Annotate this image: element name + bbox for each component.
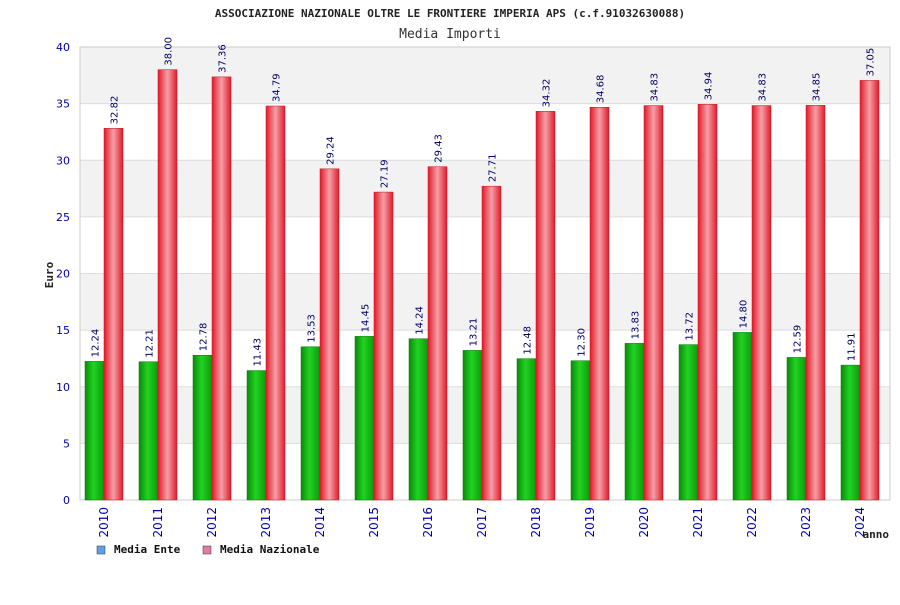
data-label-media-nazionale-2024: 37.05 xyxy=(866,48,877,77)
data-label-media-ente-2014: 13.53 xyxy=(307,314,318,343)
data-label-media-nazionale-2013: 34.79 xyxy=(272,73,283,102)
data-label-media-nazionale-2020: 34.83 xyxy=(650,73,661,102)
x-tick-label-2010: 2010 xyxy=(97,507,111,538)
y-tick-label: 5 xyxy=(63,437,70,450)
data-label-media-ente-2021: 13.72 xyxy=(685,312,696,341)
y-tick-label: 30 xyxy=(56,154,70,167)
y-tick-label: 20 xyxy=(56,268,70,281)
data-label-media-ente-2016: 14.24 xyxy=(415,306,426,335)
data-label-media-ente-2018: 12.48 xyxy=(523,326,534,355)
legend-swatch-media-ente xyxy=(96,545,106,555)
bar-media-ente-2022 xyxy=(732,332,753,501)
bar-media-nazionale-2015 xyxy=(373,191,394,501)
data-label-media-ente-2011: 12.21 xyxy=(145,329,156,358)
data-label-media-nazionale-2011: 38.00 xyxy=(164,37,175,66)
x-tick-label-2021: 2021 xyxy=(691,507,705,538)
data-label-media-nazionale-2022: 34.83 xyxy=(758,73,769,102)
x-tick-label-2022: 2022 xyxy=(745,507,759,538)
bar-media-nazionale-2019 xyxy=(589,106,610,501)
y-tick-label: 40 xyxy=(56,41,70,54)
data-label-media-nazionale-2021: 34.94 xyxy=(704,72,715,101)
bar-media-nazionale-2013 xyxy=(265,105,286,501)
bar-media-nazionale-2020 xyxy=(643,105,664,501)
bar-media-ente-2020 xyxy=(624,343,645,501)
bar-media-nazionale-2016 xyxy=(427,166,448,501)
bar-media-ente-2023 xyxy=(786,357,807,501)
x-tick-label-2015: 2015 xyxy=(367,507,381,538)
data-label-media-nazionale-2017: 27.71 xyxy=(488,154,499,183)
x-tick-label-2017: 2017 xyxy=(475,507,489,538)
bar-media-nazionale-2021 xyxy=(697,104,718,501)
y-tick-label: 25 xyxy=(56,211,70,224)
data-label-media-nazionale-2015: 27.19 xyxy=(380,159,391,188)
data-label-media-ente-2020: 13.83 xyxy=(631,311,642,340)
x-tick-label-2020: 2020 xyxy=(637,507,651,538)
y-tick-label: 0 xyxy=(63,494,70,507)
legend: Media Ente Media Nazionale xyxy=(96,543,320,556)
bar-media-ente-2012 xyxy=(192,355,213,501)
data-label-media-nazionale-2023: 34.85 xyxy=(812,73,823,102)
bar-media-nazionale-2014 xyxy=(319,168,340,501)
bar-media-ente-2016 xyxy=(408,338,429,501)
data-label-media-nazionale-2016: 29.43 xyxy=(434,134,445,163)
y-tick-label: 35 xyxy=(56,98,70,111)
legend-label-media-ente: Media Ente xyxy=(114,543,181,556)
bars-group xyxy=(84,69,880,501)
chart-title: ASSOCIAZIONE NAZIONALE OLTRE LE FRONTIER… xyxy=(215,7,685,20)
bar-media-ente-2021 xyxy=(678,344,699,501)
data-label-media-ente-2017: 13.21 xyxy=(469,318,480,347)
bar-media-ente-2018 xyxy=(516,358,537,501)
bar-media-nazionale-2017 xyxy=(481,185,502,501)
legend-swatch-media-nazionale xyxy=(202,545,212,555)
data-label-media-nazionale-2019: 34.68 xyxy=(596,75,607,104)
x-tick-label-2019: 2019 xyxy=(583,507,597,538)
x-tick-label-2024: 2024 xyxy=(853,507,867,538)
x-tick-label-2018: 2018 xyxy=(529,507,543,538)
bar-media-nazionale-2010 xyxy=(103,128,124,501)
bar-media-nazionale-2024 xyxy=(859,80,880,501)
bar-media-nazionale-2022 xyxy=(751,105,772,501)
data-label-media-nazionale-2012: 37.36 xyxy=(218,44,229,73)
bar-media-ente-2013 xyxy=(246,370,267,501)
data-label-media-ente-2023: 12.59 xyxy=(793,325,804,354)
bar-media-ente-2017 xyxy=(462,350,483,501)
x-axis-ticks: 2010 2011 2012 2013 2014 2015 2016 2017 2018 2019… xyxy=(97,507,867,538)
data-label-media-ente-2019: 12.30 xyxy=(577,328,588,357)
x-tick-label-2014: 2014 xyxy=(313,507,327,538)
bar-media-nazionale-2023 xyxy=(805,105,826,501)
bar-media-ente-2019 xyxy=(570,360,591,501)
data-label-media-ente-2012: 12.78 xyxy=(199,323,210,352)
bar-media-nazionale-2018 xyxy=(535,111,556,501)
x-tick-label-2011: 2011 xyxy=(151,507,165,538)
data-label-media-ente-2013: 11.43 xyxy=(253,338,264,367)
legend-label-media-nazionale: Media Nazionale xyxy=(220,543,320,556)
y-axis-label: Euro xyxy=(43,261,56,288)
data-label-media-ente-2010: 12.24 xyxy=(91,329,102,358)
bar-media-nazionale-2012 xyxy=(211,76,232,501)
y-tick-label: 15 xyxy=(56,324,70,337)
bar-media-ente-2010 xyxy=(84,361,105,501)
bar-media-ente-2014 xyxy=(300,346,321,501)
data-label-media-ente-2015: 14.45 xyxy=(361,304,372,333)
data-label-media-ente-2022: 14.80 xyxy=(739,300,750,329)
bar-media-ente-2011 xyxy=(138,361,159,501)
x-axis-label: anno xyxy=(863,528,890,541)
y-axis-ticks: 0 5 10 15 20 25 30 35 40 xyxy=(56,41,70,507)
chart-subtitle: Media Importi xyxy=(399,27,501,42)
data-label-media-nazionale-2010: 32.82 xyxy=(110,96,121,125)
x-tick-label-2016: 2016 xyxy=(421,507,435,538)
data-label-media-ente-2024: 11.91 xyxy=(847,332,858,361)
data-label-media-nazionale-2014: 29.24 xyxy=(326,136,337,165)
bar-media-ente-2015 xyxy=(354,336,375,501)
x-tick-label-2012: 2012 xyxy=(205,507,219,538)
bar-media-ente-2024 xyxy=(840,364,861,501)
x-tick-label-2013: 2013 xyxy=(259,507,273,538)
x-tick-label-2023: 2023 xyxy=(799,507,813,538)
data-label-media-nazionale-2018: 34.32 xyxy=(542,79,553,108)
bar-media-nazionale-2011 xyxy=(157,69,178,501)
data-labels-group: 12.24 32.82 12.21 38.00 12.78 37.36 11.43 34.79… xyxy=(91,37,877,367)
y-tick-label: 10 xyxy=(56,381,70,394)
